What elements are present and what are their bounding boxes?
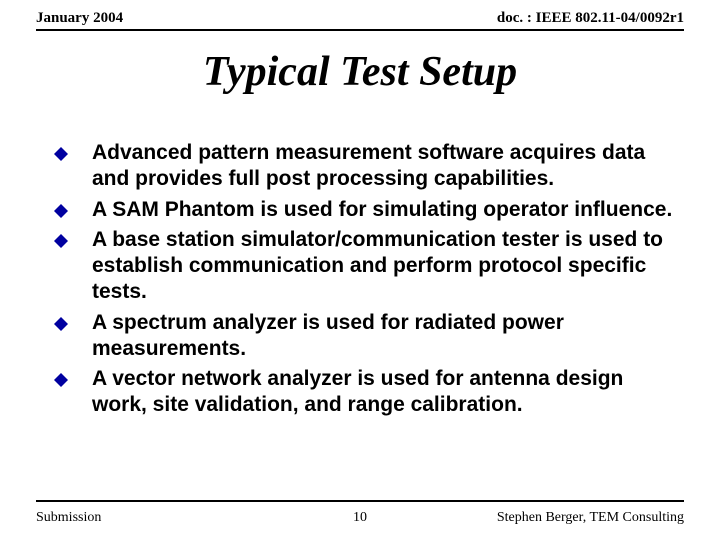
header-date: January 2004 (36, 10, 123, 27)
footer-page-number: 10 (353, 510, 367, 526)
diamond-bullet-icon (54, 234, 68, 248)
list-item: A spectrum analyzer is used for radiated… (54, 310, 680, 363)
header-doc-id: doc. : IEEE 802.11-04/0092r1 (497, 10, 684, 27)
diamond-bullet-icon (54, 317, 68, 331)
footer-left: Submission (36, 510, 101, 526)
footer-author: Stephen Berger, TEM Consulting (497, 510, 684, 526)
list-item: A SAM Phantom is used for simulating ope… (54, 197, 680, 223)
slide-title: Typical Test Setup (0, 48, 720, 96)
bullet-text: A base station simulator/communication t… (92, 227, 680, 306)
footer-rule (36, 500, 684, 502)
diamond-bullet-icon (54, 147, 68, 161)
diamond-bullet-icon (54, 373, 68, 387)
slide-header: January 2004 doc. : IEEE 802.11-04/0092r… (36, 10, 684, 31)
list-item: Advanced pattern measurement software ac… (54, 140, 680, 193)
bullet-list: Advanced pattern measurement software ac… (54, 140, 680, 423)
list-item: A vector network analyzer is used for an… (54, 366, 680, 419)
bullet-text: A SAM Phantom is used for simulating ope… (92, 197, 672, 223)
slide-footer: Submission 10 Stephen Berger, TEM Consul… (36, 510, 684, 526)
bullet-text: Advanced pattern measurement software ac… (92, 140, 680, 193)
diamond-bullet-icon (54, 204, 68, 218)
bullet-text: A spectrum analyzer is used for radiated… (92, 310, 680, 363)
list-item: A base station simulator/communication t… (54, 227, 680, 306)
bullet-text: A vector network analyzer is used for an… (92, 366, 680, 419)
